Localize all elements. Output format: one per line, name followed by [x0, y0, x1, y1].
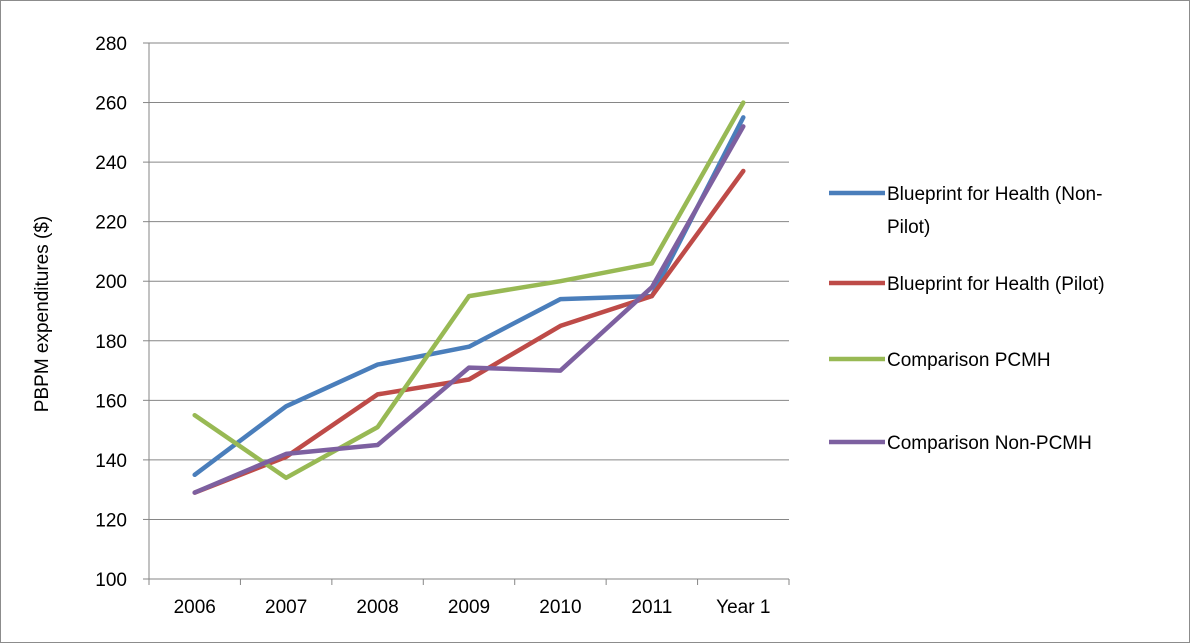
x-tick-label: 2009	[448, 597, 490, 618]
series-lines	[192, 100, 746, 495]
series-line-2	[192, 168, 746, 495]
series-line-4	[192, 124, 746, 495]
y-axis-title: PBPM expenditures ($)	[32, 216, 53, 412]
y-tick-label: 160	[95, 391, 127, 412]
y-tick-label: 240	[95, 153, 127, 174]
legend-label: Blueprint for Health (Pilot)	[887, 274, 1105, 295]
y-tick-label: 120	[95, 510, 127, 531]
legend-label: Pilot)	[887, 217, 930, 238]
y-tick-label: 100	[95, 570, 127, 591]
legend: Blueprint for Health (Non- Pilot) Blueprin…	[829, 184, 1105, 454]
y-tick-label: 200	[95, 272, 127, 293]
x-tick-label: 2010	[539, 597, 581, 618]
y-tick-label: 140	[95, 451, 127, 472]
x-tick-label: 2011	[631, 597, 672, 618]
y-tick-labels: 100 120 140 160 180 200 220 240 260 280	[95, 34, 127, 591]
x-tick-labels: 2006 2007 2008 2009 2010 2011 Year 1	[174, 597, 771, 618]
axes	[143, 42, 790, 585]
y-tick-label: 220	[95, 213, 127, 234]
gridlines	[149, 42, 789, 520]
y-tick-label: 280	[95, 34, 127, 55]
y-tick-label: 260	[95, 94, 127, 115]
x-tick-label: Year 1	[716, 597, 770, 618]
y-tick-label: 180	[95, 332, 127, 353]
x-tick-label: 2006	[174, 597, 216, 618]
series-line-3	[192, 100, 746, 481]
legend-label: Comparison Non-PCMH	[887, 433, 1092, 454]
x-tick-label: 2007	[265, 597, 307, 618]
legend-label: Blueprint for Health (Non-	[887, 184, 1102, 205]
legend-label: Comparison PCMH	[887, 350, 1051, 371]
x-tick-label: 2008	[356, 597, 398, 618]
